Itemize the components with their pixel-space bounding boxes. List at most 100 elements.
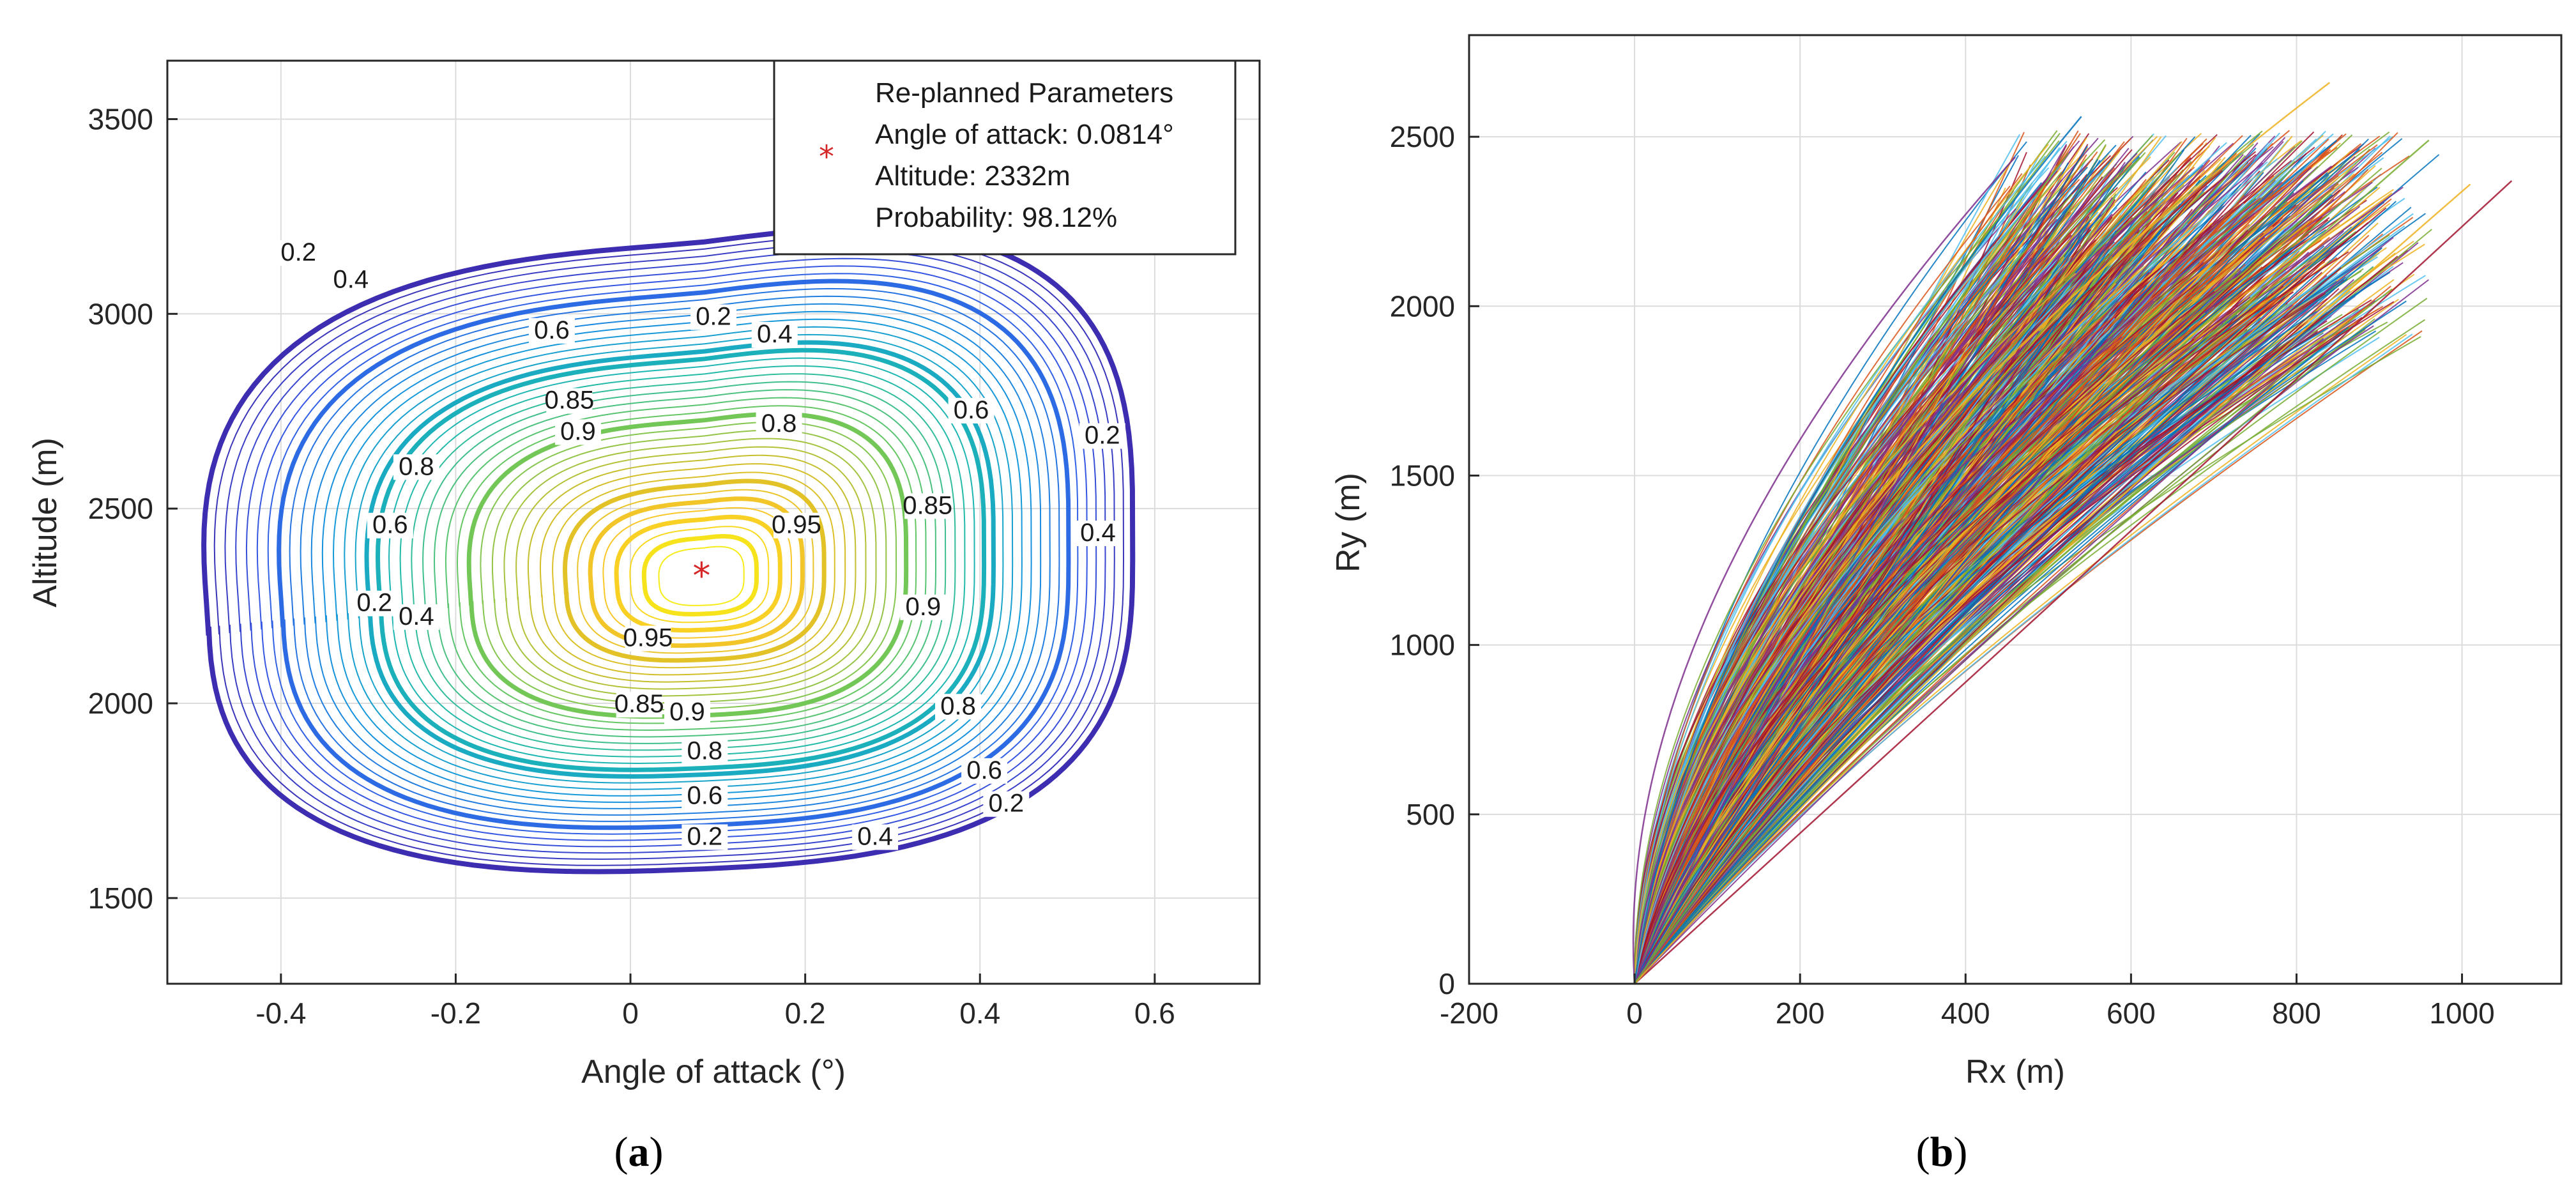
contour-label-bg	[625, 625, 671, 652]
x-tick-label: 0.6	[1134, 997, 1175, 1030]
contour-label-bg	[900, 594, 947, 620]
y-tick-label: 1500	[1390, 459, 1455, 492]
legend-altitude: Altitude: 2332m	[875, 160, 1071, 192]
trajectory-line	[1634, 187, 2283, 984]
contour-label: 0.2	[356, 589, 392, 617]
contour-line	[614, 514, 782, 633]
contour-line	[277, 279, 1071, 830]
trajectory-line	[1634, 209, 2144, 984]
contour-label-bg	[328, 267, 374, 293]
contour-label-bg	[546, 388, 593, 414]
y-tick-label: 3000	[88, 297, 153, 330]
contour-line	[310, 303, 1042, 809]
trajectory-line	[1634, 282, 2199, 984]
contour-line	[289, 287, 1060, 822]
contour-line	[577, 489, 814, 654]
contour-label-bg	[664, 699, 710, 726]
contour-label: 0.85	[614, 690, 664, 718]
x-tick-label: 0	[1626, 997, 1643, 1030]
y-tick-label: 2000	[88, 687, 153, 720]
trajectory-line	[1634, 187, 2404, 984]
contour-label: 0.6	[534, 316, 570, 344]
contour-label: 0.95	[772, 511, 821, 539]
trajectory-line	[1634, 194, 2073, 984]
contour-label: 0.6	[966, 756, 1002, 784]
trajectory-line	[1634, 152, 2241, 984]
contour-label-bg	[852, 824, 899, 850]
contour-line	[480, 421, 897, 711]
contour-label: 0.95	[623, 624, 673, 652]
contour-label: 0.2	[687, 823, 723, 851]
x-tick-label: 200	[1776, 997, 1825, 1030]
x-tick-label: -200	[1440, 997, 1498, 1030]
contour-line	[539, 463, 846, 676]
trajectory-line	[1634, 285, 2147, 984]
contour-label-bg	[367, 512, 413, 539]
panel-b-trajectory-chart: -200 0 200 400 600 800 10000500100015002000250…	[1330, 34, 2563, 1175]
trajectory-line	[1634, 167, 2050, 984]
trajectory-line	[1634, 170, 2223, 984]
trajectory-line	[1634, 325, 2145, 984]
panel-b-axes-box	[1468, 34, 2563, 985]
contour-label: 0.4	[1080, 519, 1116, 547]
trajectory-line	[1634, 180, 2513, 984]
contour-label-bg	[554, 419, 601, 445]
contour-label: 0.8	[940, 692, 976, 720]
trajectory-line	[1634, 333, 2413, 984]
contour-line	[321, 310, 1032, 803]
trajectory-line	[1634, 300, 2154, 984]
trajectory-line	[1634, 206, 2154, 984]
trajectory-line	[1634, 188, 2288, 984]
contour-line	[332, 318, 1023, 797]
contour-label: 0.6	[372, 511, 408, 539]
contour-label: 0.4	[333, 266, 369, 294]
contour-label-bg	[682, 738, 728, 765]
y-tick-label: 0	[1438, 967, 1455, 1000]
trajectory-line	[1634, 154, 2244, 984]
panel-b-trajectories	[1632, 82, 2513, 984]
contour-label: 0.4	[399, 602, 434, 630]
panel-b-xlabel: Rx (m)	[1965, 1053, 2065, 1090]
trajectory-line	[1634, 158, 2278, 984]
contour-label-bg	[351, 590, 398, 616]
contour-label: 0.9	[669, 698, 705, 726]
contour-line	[364, 340, 996, 779]
contour-label-bg	[393, 604, 439, 630]
contour-label: 0.8	[399, 452, 434, 480]
trajectory-line	[1634, 156, 2151, 984]
contour-label: 0.2	[696, 303, 731, 331]
contour-label: 0.2	[1085, 422, 1120, 450]
x-tick-label: 1000	[2429, 997, 2494, 1030]
contour-line	[245, 257, 1097, 848]
contour-line	[456, 405, 917, 724]
contour-label: 0.2	[988, 790, 1024, 818]
panel-a-contour-chart: 0.20.40.20.40.60.850.80.90.60.20.80.850.…	[27, 59, 1261, 1175]
panel-a-legend: Re-planned Parameters Angle of attack: 0…	[773, 59, 1237, 256]
contour-label-bg	[756, 411, 802, 438]
contour-label-bg	[935, 694, 982, 720]
contour-label: 0.8	[687, 737, 723, 765]
contour-line	[629, 526, 770, 623]
contour-line	[562, 478, 827, 663]
contour-label: 0.9	[560, 417, 596, 445]
y-tick-label: 2000	[1390, 289, 1455, 323]
x-tick-label: -0.2	[431, 997, 481, 1030]
trajectory-line	[1634, 338, 2324, 984]
contour-label-bg	[961, 758, 1008, 784]
legend-probability: Probability: 98.12%	[875, 202, 1117, 233]
trajectory-line	[1634, 185, 2011, 984]
trajectory-line	[1634, 301, 2395, 984]
contour-label-bg	[983, 791, 1030, 817]
contour-label-bg	[1079, 423, 1125, 449]
trajectory-line	[1634, 336, 2123, 984]
contour-line	[503, 438, 877, 697]
contour-line	[344, 326, 1014, 790]
contour-label: 0.4	[757, 320, 793, 348]
x-tick-label: 400	[1941, 997, 1990, 1030]
contour-label: 0.9	[906, 593, 941, 621]
x-tick-label: -0.4	[255, 997, 306, 1030]
panel-b-ylabel: Ry (m)	[1330, 473, 1367, 572]
trajectory-line	[1634, 169, 2192, 984]
trajectory-line	[1634, 271, 2391, 984]
trajectory-line	[1634, 210, 2057, 984]
